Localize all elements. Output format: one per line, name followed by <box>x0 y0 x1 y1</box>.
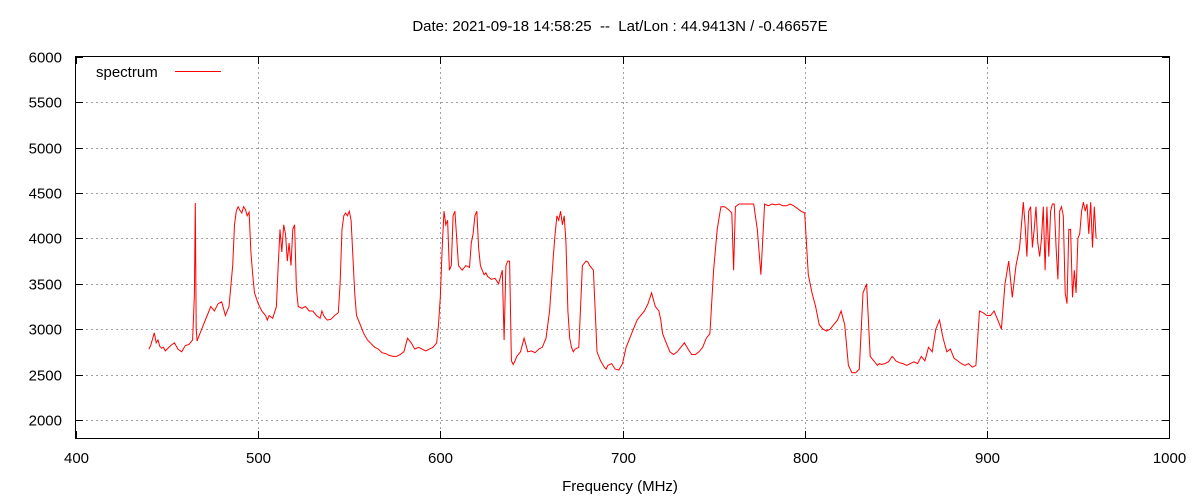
y-tick-label: 6000 <box>29 50 62 67</box>
y-tick-label: 4000 <box>29 231 62 248</box>
spectrum-series-line <box>148 202 1097 374</box>
legend-box <box>84 62 234 82</box>
y-tick-label: 5500 <box>29 95 62 112</box>
y-axis-ticks: 2000 2500 3000 3500 4000 4500 5000 5500 6000 <box>29 50 1169 430</box>
legend-label: spectrum <box>96 64 158 81</box>
x-tick-label: 600 <box>428 450 453 467</box>
x-tick-label: 500 <box>246 450 271 467</box>
chart-title: Date: 2021-09-18 14:58:25 -- Lat/Lon : 4… <box>412 18 828 35</box>
y-tick-label: 5000 <box>29 141 62 158</box>
y-tick-label: 2500 <box>29 368 62 385</box>
x-tick-label: 800 <box>793 450 818 467</box>
legend: spectrum <box>84 62 234 82</box>
x-tick-label: 900 <box>975 450 1000 467</box>
y-tick-label: 3000 <box>29 322 62 339</box>
x-axis-ticks: 400 500 600 700 800 900 1000 <box>64 57 1186 467</box>
x-tick-label: 1000 <box>1153 450 1186 467</box>
x-axis-label: Frequency (MHz) <box>562 478 678 495</box>
x-tick-label: 400 <box>64 450 89 467</box>
plot-frame <box>75 56 1170 439</box>
y-tick-label: 4500 <box>29 186 62 203</box>
y-tick-label: 3500 <box>29 277 62 294</box>
x-tick-label: 700 <box>611 450 636 467</box>
y-tick-label: 2000 <box>29 413 62 430</box>
grid-lines <box>76 57 1169 438</box>
